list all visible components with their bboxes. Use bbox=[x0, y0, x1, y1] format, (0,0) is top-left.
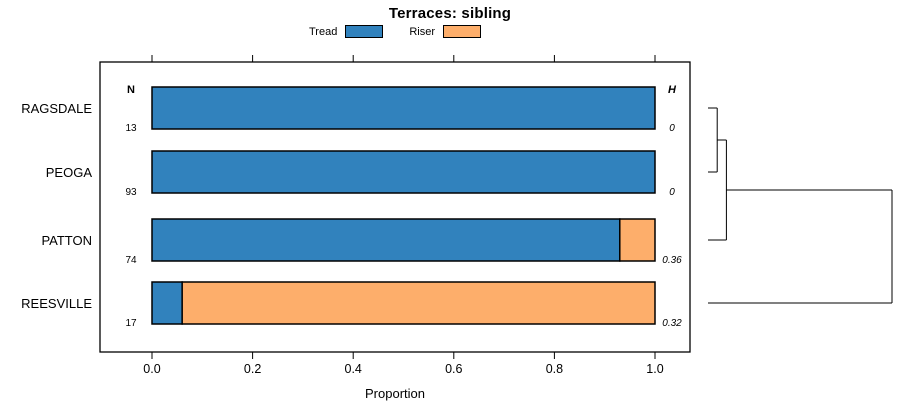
row-label: PEOGA bbox=[46, 165, 93, 180]
row-n-value: 17 bbox=[125, 318, 137, 329]
row-n-value: 13 bbox=[125, 123, 137, 134]
bar-segment-tread bbox=[151, 218, 621, 262]
x-tick-label: 0.4 bbox=[345, 362, 362, 376]
row-h-value: 0 bbox=[669, 123, 675, 134]
plot-border bbox=[99, 61, 691, 353]
row-h-value: 0.32 bbox=[662, 318, 682, 329]
legend: Tread Riser bbox=[100, 25, 690, 38]
row-label: REESVILLE bbox=[21, 296, 92, 311]
x-tick-label: 1.0 bbox=[646, 362, 663, 376]
row-label: RAGSDALE bbox=[21, 101, 92, 116]
legend-item-riser: Riser bbox=[409, 25, 481, 38]
bar-segment-riser bbox=[619, 218, 656, 262]
legend-label: Tread bbox=[309, 25, 338, 38]
row-h-value: 0.36 bbox=[662, 255, 682, 266]
row-label: PATTON bbox=[41, 233, 92, 248]
bar-segment-tread bbox=[151, 281, 183, 325]
chart-title: Terraces: sibling bbox=[388, 5, 512, 22]
x-tick-label: 0.6 bbox=[445, 362, 462, 376]
column-header-h: H bbox=[668, 84, 677, 96]
legend-item-tread: Tread bbox=[309, 25, 384, 38]
x-tick-label: 0.8 bbox=[546, 362, 563, 376]
legend-swatch-riser bbox=[443, 25, 481, 38]
row-n-value: 93 bbox=[125, 187, 137, 198]
legend-label: Riser bbox=[409, 25, 435, 38]
bar-segment-tread bbox=[151, 150, 656, 194]
x-axis-label: Proportion bbox=[365, 386, 425, 401]
row-n-value: 74 bbox=[125, 255, 137, 266]
column-header-n: N bbox=[127, 84, 135, 96]
legend-swatch-tread bbox=[345, 25, 384, 38]
x-tick-label: 0.0 bbox=[143, 362, 160, 376]
bar-segment-tread bbox=[151, 86, 656, 130]
x-tick-label: 0.2 bbox=[244, 362, 261, 376]
bar-segment-riser bbox=[181, 281, 656, 325]
row-h-value: 0 bbox=[669, 187, 675, 198]
